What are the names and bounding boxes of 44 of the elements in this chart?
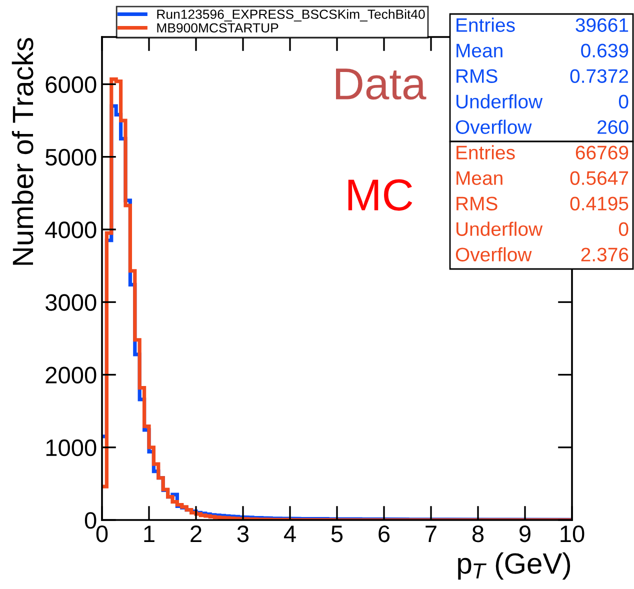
y-tick-label: 0: [84, 512, 96, 529]
y-axis-title: Number of Tracks: [12, 38, 34, 265]
text: 0: [618, 222, 628, 236]
x-tick-label: 10: [560, 525, 584, 542]
x-axis-title: p$_{T}$ (GeV): [458, 552, 570, 580]
annotation: Data: [336, 68, 426, 100]
x-tick-label: 7: [426, 526, 436, 542]
y-tick-label: 5000: [46, 148, 96, 166]
text: 0: [618, 94, 628, 108]
x-tick-label: 8: [472, 525, 484, 542]
y-tick-label: 4000: [45, 222, 96, 238]
text: 260: [598, 120, 628, 134]
x-tick-label: 9: [520, 525, 530, 542]
x-tick-label: 3: [237, 525, 249, 542]
text: 66769: [576, 146, 628, 160]
annotation: 0.7372: [570, 69, 628, 83]
x-tick-label: 4: [284, 526, 296, 542]
text: 2.376: [581, 248, 628, 262]
annotation: RMS: [456, 69, 498, 83]
annotation: RMS: [456, 196, 498, 210]
y-tick-label: 1000: [46, 439, 96, 456]
y-tick-label: 2000: [46, 366, 96, 384]
annotation: Mean: [456, 171, 502, 185]
x-tick-label: 6: [378, 525, 390, 542]
x-tick-label: 1: [144, 526, 154, 542]
legend-label: Run123596_EXPRESS_BSCSKim_TechBit40: [157, 9, 425, 22]
annotation: Mean: [456, 44, 502, 58]
annotation: MC: [348, 179, 412, 211]
x-tick-label: 5: [331, 526, 343, 542]
annotation: 0.4195: [570, 196, 628, 210]
x-tick-label: 0: [96, 525, 108, 542]
y-tick-label: 6000: [46, 76, 96, 93]
x-tick-label: 2: [190, 525, 202, 542]
annotation: Overflow: [456, 120, 532, 134]
text: 0.639: [581, 44, 628, 58]
annotation: Entries: [456, 145, 515, 160]
annotation: Underflow: [456, 222, 543, 236]
y-tick-label: 3000: [46, 294, 96, 311]
annotation: Underflow: [456, 94, 543, 108]
annotation: Overflow: [456, 247, 532, 262]
text: 39661: [576, 18, 628, 32]
legend-label: MB900MCSTARTUP: [157, 23, 278, 33]
annotation: 0.5647: [570, 171, 628, 185]
text: Entries: [456, 18, 515, 32]
